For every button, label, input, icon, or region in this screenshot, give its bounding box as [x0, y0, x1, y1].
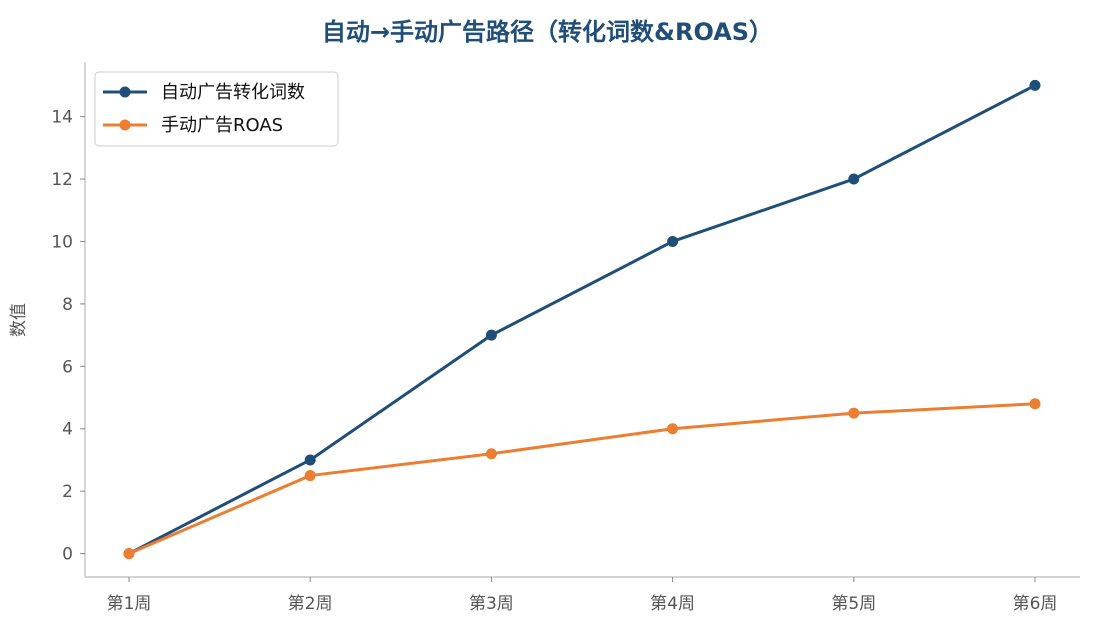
- legend-marker: [119, 86, 131, 98]
- legend-label: 手动广告ROAS: [161, 115, 283, 136]
- y-tick-label: 6: [62, 357, 73, 377]
- data-point: [123, 548, 135, 560]
- y-tick-label: 12: [51, 170, 73, 190]
- legend-box: [94, 71, 339, 147]
- series-line-1: [127, 83, 1037, 556]
- data-point: [667, 235, 679, 247]
- y-axis-label: 数值: [9, 303, 29, 337]
- y-tick-label: 10: [51, 232, 73, 252]
- y-tick-label: 0: [62, 545, 73, 565]
- data-point: [848, 407, 860, 419]
- chart-title: 自动→手动广告路径（转化词数&ROAS）: [321, 18, 774, 46]
- data-point: [667, 423, 679, 435]
- x-tick-label: 第6周: [1013, 594, 1058, 614]
- legend-label: 自动广告转化词数: [161, 82, 305, 103]
- data-point: [1029, 79, 1041, 91]
- x-tick-label: 第3周: [469, 594, 514, 614]
- y-tick-label: 4: [62, 420, 73, 440]
- y-tick-label: 8: [62, 295, 73, 315]
- y-tick-label: 14: [51, 108, 73, 128]
- x-tick-label: 第5周: [831, 594, 876, 614]
- x-tick-label: 第1周: [107, 594, 152, 614]
- series-line-2: [127, 402, 1037, 556]
- data-point: [304, 454, 316, 466]
- data-point: [304, 470, 316, 482]
- y-tick-label: 2: [62, 482, 73, 502]
- data-point: [848, 173, 860, 185]
- x-tick-label: 第4周: [650, 594, 695, 614]
- legend-marker: [119, 119, 131, 131]
- x-tick-label: 第2周: [288, 594, 333, 614]
- data-point: [1029, 398, 1041, 410]
- data-point: [485, 329, 497, 341]
- data-point: [485, 448, 497, 460]
